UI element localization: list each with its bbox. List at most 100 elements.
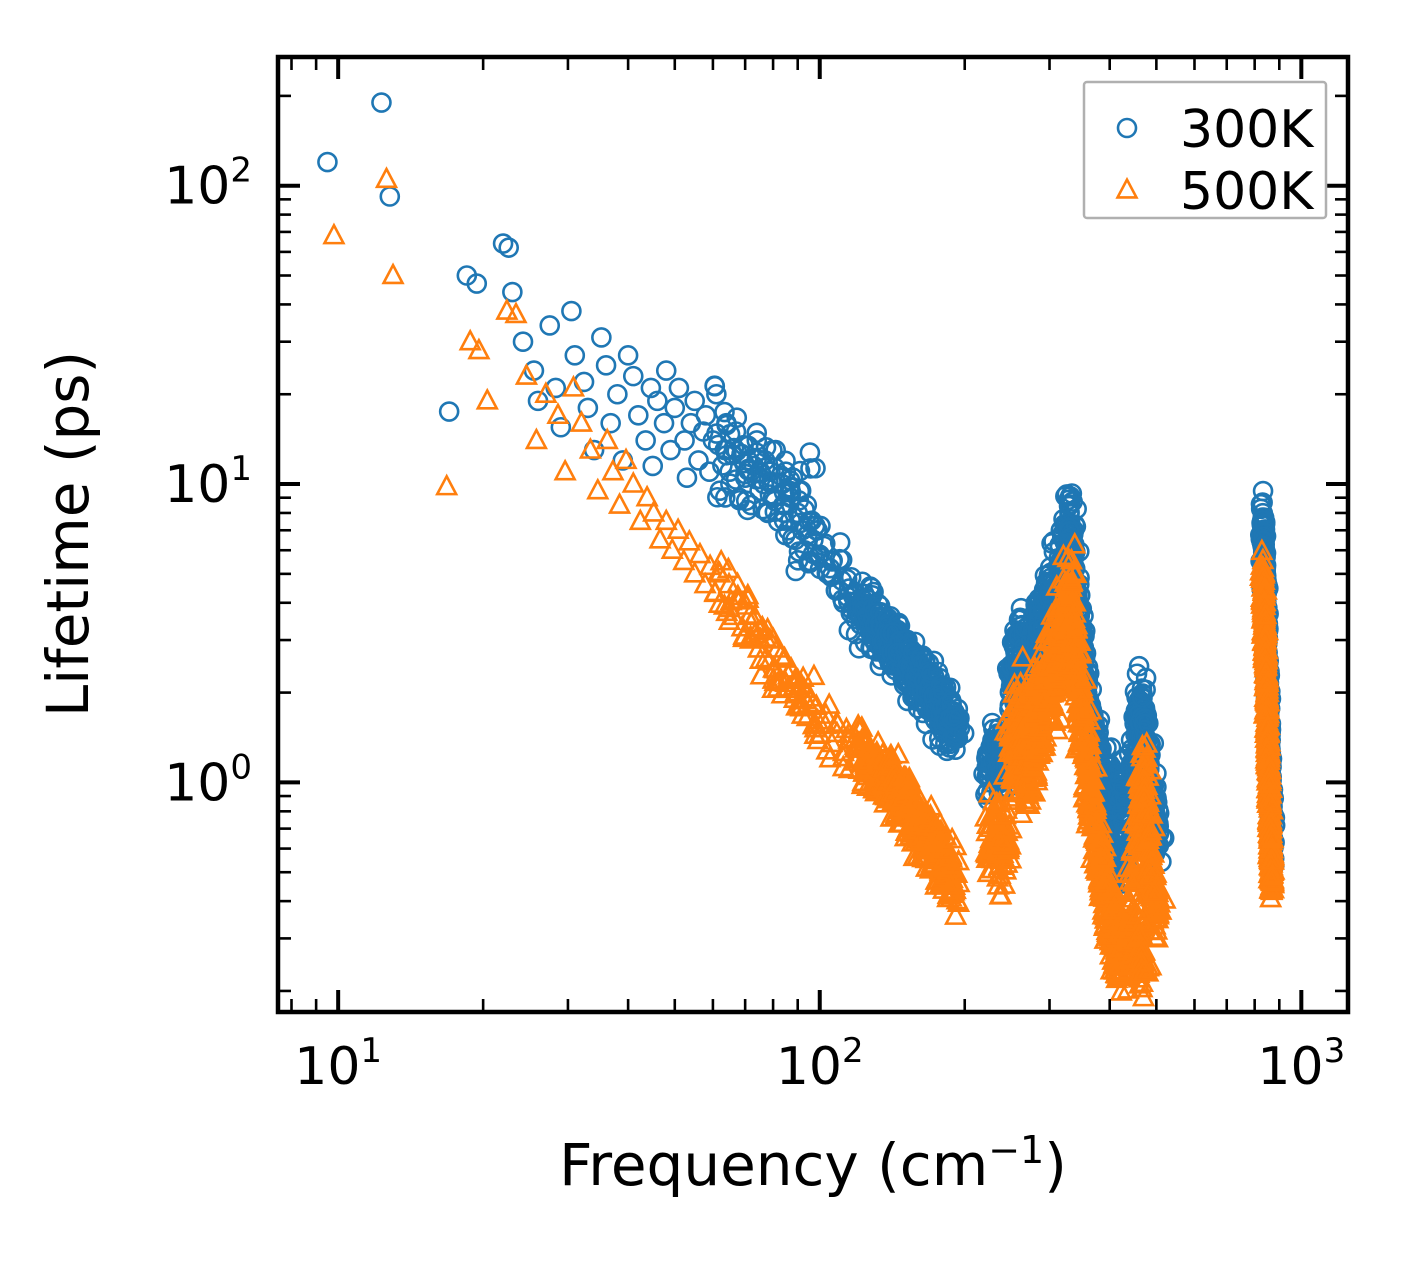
data-point-triangle xyxy=(595,427,619,450)
data-point-triangle xyxy=(621,470,645,493)
data-point-triangle xyxy=(1259,869,1284,892)
data-point-triangle xyxy=(945,861,969,883)
data-point-triangle xyxy=(654,508,678,531)
data-point-triangle xyxy=(688,541,712,564)
data-point-triangle xyxy=(1065,616,1089,639)
data-point-triangle xyxy=(748,618,772,641)
data-point-triangle xyxy=(1063,531,1087,554)
data-point-triangle xyxy=(886,741,910,764)
data-point-circle xyxy=(688,450,709,471)
data-point-triangle xyxy=(495,297,519,320)
data-point-circle xyxy=(591,327,612,348)
data-point-triangle xyxy=(730,614,754,637)
data-point-circle xyxy=(668,377,690,399)
data-point-circle xyxy=(939,677,961,699)
data-point-circle xyxy=(704,375,725,397)
data-point-circle xyxy=(760,461,781,483)
data-point-triangle xyxy=(1074,666,1098,689)
data-point-triangle xyxy=(1060,628,1084,651)
data-point-circle xyxy=(655,360,677,381)
data-point-triangle xyxy=(1129,949,1154,972)
data-point-circle xyxy=(1252,480,1274,502)
data-point-circle xyxy=(1110,750,1132,771)
data-point-circle xyxy=(676,467,698,489)
data-point-circle xyxy=(789,460,811,482)
data-point-triangle xyxy=(1254,602,1278,625)
data-point-circle xyxy=(746,422,768,444)
data-point-circle xyxy=(829,532,851,553)
data-point-triangle xyxy=(648,526,672,549)
data-point-triangle xyxy=(1135,730,1159,753)
data-point-triangle xyxy=(1128,898,1152,921)
data-point-triangle xyxy=(1145,899,1169,922)
data-point-circle xyxy=(498,237,520,258)
data-point-triangle xyxy=(1260,864,1284,886)
data-point-triangle xyxy=(755,616,780,639)
data-point-circle xyxy=(1126,663,1148,685)
data-point-circle xyxy=(617,345,639,366)
data-point-circle xyxy=(660,439,681,461)
data-point-triangle xyxy=(1139,856,1164,879)
data-point-triangle xyxy=(1102,897,1126,920)
data-series-layer xyxy=(317,92,1286,1007)
data-point-triangle xyxy=(666,517,690,540)
data-point-triangle xyxy=(939,884,963,907)
data-point-triangle xyxy=(1069,641,1093,664)
data-point-triangle xyxy=(1115,176,1139,199)
legend-entry-500K[interactable]: 500K xyxy=(1115,162,1316,222)
data-point-circle xyxy=(799,442,821,463)
data-point-triangle xyxy=(919,793,943,816)
data-point-triangle xyxy=(553,458,577,481)
data-point-triangle xyxy=(524,427,549,450)
y-tick-label-layer: 100 101 102 xyxy=(164,151,252,814)
data-point-triangle xyxy=(1142,878,1166,901)
data-point-circle xyxy=(664,397,686,419)
data-point-triangle xyxy=(1138,757,1163,780)
data-point-triangle xyxy=(1084,754,1109,777)
data-point-triangle xyxy=(504,301,528,324)
x-tick-label: 103 xyxy=(1257,1031,1345,1097)
data-point-triangle xyxy=(1093,845,1118,868)
data-point-triangle xyxy=(1256,676,1280,699)
data-point-circle xyxy=(512,331,534,353)
data-point-circle xyxy=(600,412,621,434)
data-point-triangle xyxy=(985,790,1009,813)
data-point-triangle xyxy=(1011,644,1035,667)
data-point-circle xyxy=(699,461,720,483)
data-point-circle xyxy=(737,499,758,521)
data-point-triangle xyxy=(992,847,1017,870)
data-point-triangle xyxy=(561,374,586,397)
data-point-triangle xyxy=(642,499,666,522)
data-point-circle xyxy=(379,186,401,207)
data-point-triangle xyxy=(693,571,717,594)
data-point-triangle xyxy=(1139,818,1163,841)
data-point-triangle xyxy=(1028,731,1052,753)
data-point-circle xyxy=(577,397,599,419)
data-point-triangle xyxy=(1071,678,1095,701)
legend-label-500K: 500K xyxy=(1180,162,1315,222)
data-point-triangle xyxy=(1118,867,1142,890)
x-tick-label: 101 xyxy=(294,1031,382,1097)
data-point-triangle xyxy=(1079,732,1103,755)
data-point-triangle xyxy=(992,832,1016,855)
data-point-triangle xyxy=(1132,958,1156,981)
data-point-circle xyxy=(726,407,748,429)
data-point-triangle xyxy=(944,903,968,925)
data-point-triangle xyxy=(825,720,849,743)
data-point-triangle xyxy=(1139,823,1163,846)
data-point-triangle xyxy=(997,835,1021,858)
data-point-circle xyxy=(564,345,586,366)
data-point-circle xyxy=(794,499,815,520)
data-point-triangle xyxy=(1109,978,1133,1001)
legend-entry-300K[interactable]: 300K xyxy=(1116,100,1315,160)
data-point-circle xyxy=(674,430,695,451)
data-point-triangle xyxy=(1028,738,1052,760)
data-point-triangle xyxy=(769,643,793,666)
data-point-triangle xyxy=(1009,670,1033,693)
data-point-triangle xyxy=(738,601,762,624)
legend-box xyxy=(1082,80,1328,220)
